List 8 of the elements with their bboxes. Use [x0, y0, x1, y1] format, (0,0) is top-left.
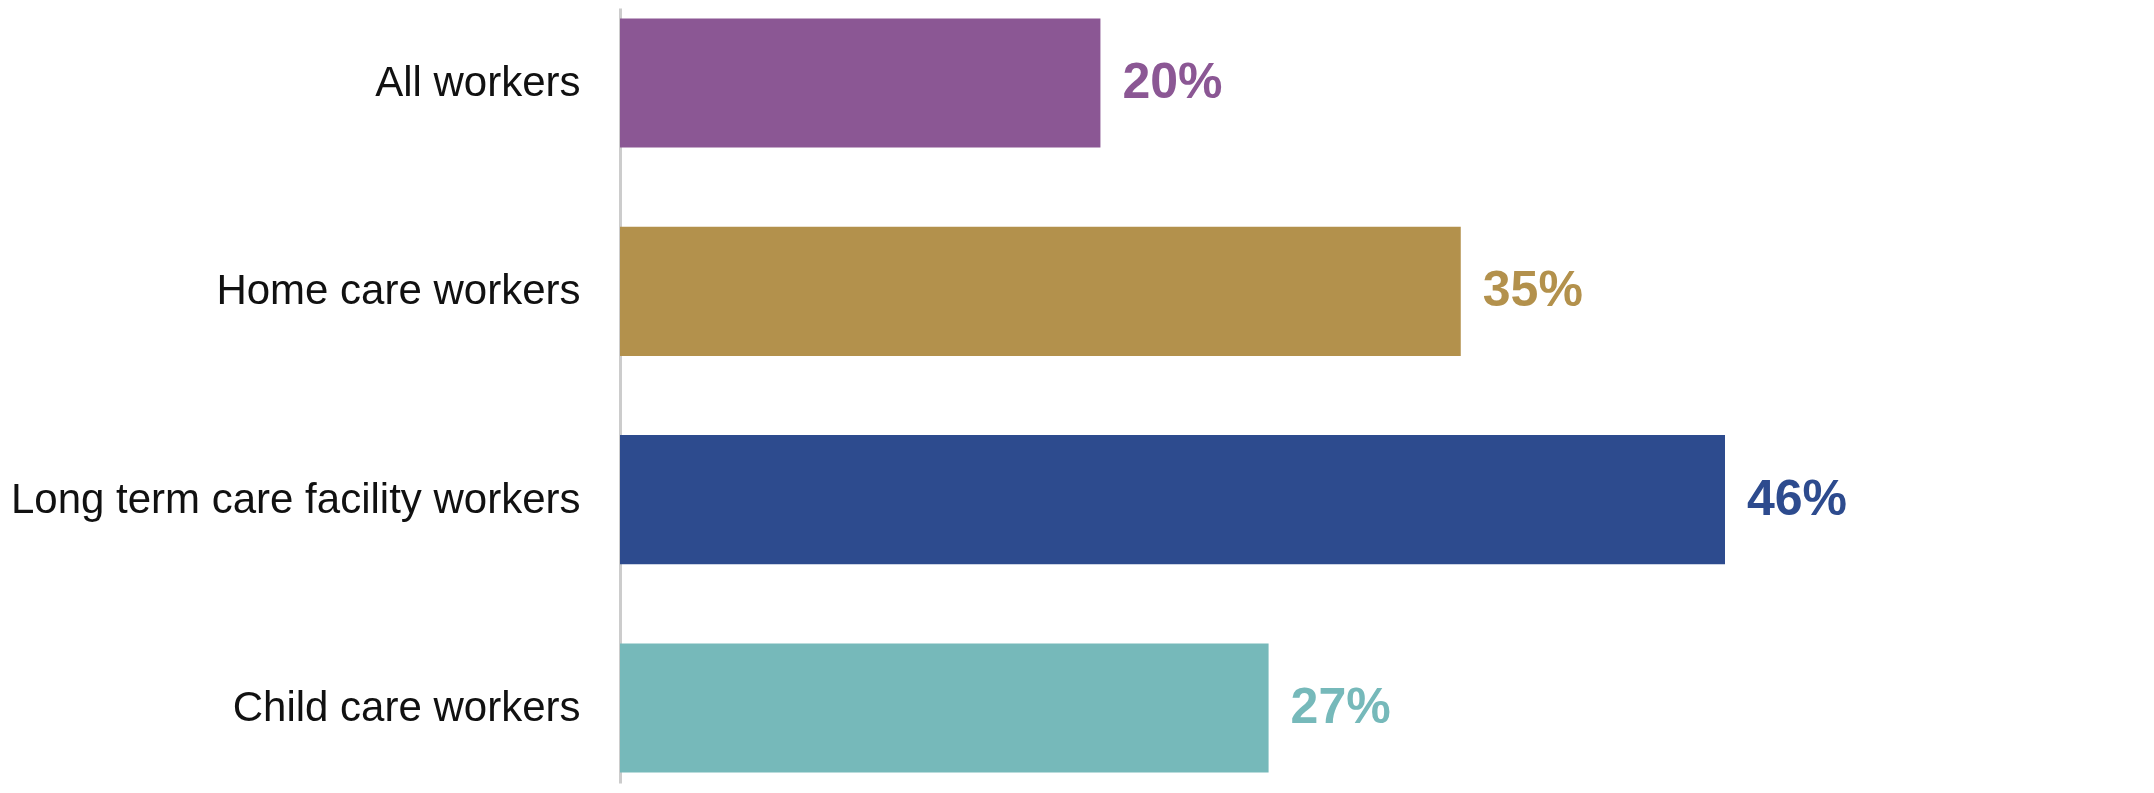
data-label: 20% — [1122, 53, 1223, 109]
data-label: 46% — [1747, 469, 1848, 526]
y-tick-label: All workers — [375, 58, 581, 105]
data-label: 27% — [1290, 678, 1391, 734]
y-tick-label: Home care workers — [216, 266, 581, 314]
y-tick-label: Child care workers — [232, 683, 581, 730]
y-tick-label: Long term care facility workers — [10, 474, 581, 522]
data-label: 35% — [1482, 261, 1583, 318]
